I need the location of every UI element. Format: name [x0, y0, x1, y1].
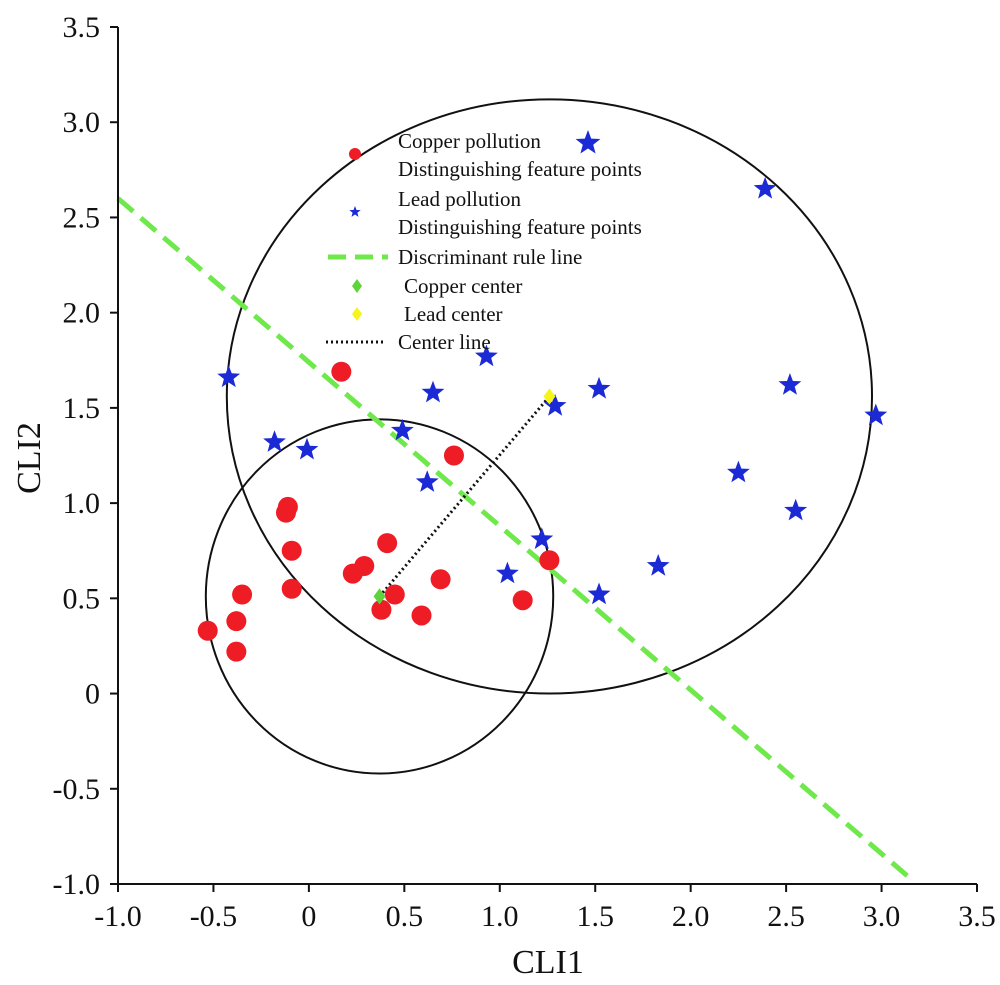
y-tick-label: 2.0	[63, 297, 101, 330]
legend-lead-center-label: Lead center	[404, 302, 503, 326]
copper-point	[277, 496, 298, 517]
x-tick-label: -0.5	[190, 900, 238, 933]
copper-point	[539, 550, 560, 571]
lead-point	[421, 380, 445, 403]
legend-copper-marker	[349, 148, 361, 160]
x-tick-label: -1.0	[94, 900, 142, 933]
legend-lead-center-marker	[352, 307, 362, 321]
lead-point	[475, 344, 498, 367]
lead-point	[778, 373, 802, 395]
lead-point	[530, 527, 554, 549]
axes: -1.0 -0.5 0 0.5 1.0 1.5 2.0 2.5 3.0 3.5 -1.0 -0.5 0 0…	[53, 11, 996, 933]
legend-item-lead: Lead pollution Distinguishing feature po…	[398, 187, 642, 239]
x-tick-label: 2.0	[672, 900, 710, 933]
x-tick-label: 0	[301, 900, 316, 933]
copper-point	[232, 584, 253, 605]
copper-point	[512, 590, 533, 611]
lead-point	[784, 498, 808, 521]
legend: Copper pollution Distinguishing feature …	[326, 129, 642, 354]
copper-point	[197, 620, 218, 641]
discriminant-rule-layer	[116, 196, 912, 881]
copper-point	[354, 555, 375, 576]
cluster-circle-copper	[204, 418, 555, 775]
center-line-layer	[378, 395, 551, 598]
data-points	[197, 176, 888, 662]
legend-item-center-line: Center line	[326, 330, 491, 354]
lead-point	[864, 403, 888, 426]
x-tick-label: 3.5	[958, 900, 996, 933]
legend-lead-sublabel: Distinguishing feature points	[398, 215, 642, 239]
lead-point	[295, 437, 319, 460]
lead-point	[217, 365, 241, 388]
legend-rule-label: Discriminant rule line	[398, 245, 582, 269]
y-tick-label: 0	[85, 678, 100, 711]
copper-point	[226, 641, 247, 662]
legend-lead-marker	[349, 206, 361, 217]
copper-center-marker	[373, 588, 386, 605]
y-tick-label: -1.0	[53, 868, 101, 901]
lead-point	[753, 176, 777, 199]
copper-point	[411, 605, 432, 626]
legend-item-copper: Copper pollution Distinguishing feature …	[398, 129, 642, 181]
legend-copper-center-label: Copper center	[404, 274, 522, 298]
lead-point	[263, 430, 286, 452]
copper-point	[281, 540, 302, 561]
x-tick-label: 1.5	[576, 900, 614, 933]
lead-point	[543, 394, 567, 416]
lead-point	[587, 582, 611, 605]
legend-copper-sublabel: Distinguishing feature points	[398, 157, 642, 181]
x-tick-label: 0.5	[386, 900, 424, 933]
copper-point	[281, 578, 302, 599]
y-tick-label: 1.5	[63, 392, 101, 425]
lead-point	[587, 376, 611, 399]
copper-point	[443, 445, 464, 466]
lead-point	[496, 561, 519, 584]
legend-lead-label: Lead pollution	[398, 187, 522, 211]
y-axis-title: CLI2	[11, 422, 48, 494]
x-tick-label: 3.0	[863, 900, 901, 933]
y-tick-label: 3.5	[63, 11, 101, 44]
legend-copper-star-marker	[575, 130, 601, 154]
legend-copper-label: Copper pollution	[398, 129, 541, 153]
y-tick-label: -0.5	[53, 773, 101, 806]
cluster-centers	[373, 388, 556, 605]
lead-point	[646, 554, 670, 576]
lead-point	[391, 418, 414, 441]
copper-point	[331, 361, 352, 382]
legend-copper-center-marker	[352, 279, 362, 293]
x-tick-label: 2.5	[767, 900, 805, 933]
lead-center-marker	[543, 388, 556, 405]
copper-point	[371, 599, 392, 620]
center-line	[378, 395, 551, 598]
y-tick-label: 0.5	[63, 582, 101, 615]
copper-point	[430, 569, 451, 590]
cluster-circle-lead	[225, 98, 874, 695]
x-tick-label: 1.0	[481, 900, 519, 933]
legend-item-rule: Discriminant rule line	[328, 245, 582, 269]
y-tick-label: 2.5	[63, 201, 101, 234]
x-axis-title: CLI1	[512, 944, 584, 981]
legend-item-copper-center: Copper center	[404, 274, 522, 298]
y-tick-label: 3.0	[63, 106, 101, 139]
cluster-circles	[204, 98, 874, 775]
copper-point	[226, 611, 247, 632]
copper-point	[377, 533, 398, 554]
y-tick-label: 1.0	[63, 487, 101, 520]
lead-point	[727, 460, 750, 483]
discriminant-rule-line	[116, 196, 912, 881]
legend-center-line-label: Center line	[398, 330, 491, 354]
lead-point	[415, 470, 439, 492]
copper-point	[384, 584, 405, 605]
legend-item-lead-center: Lead center	[404, 302, 503, 326]
